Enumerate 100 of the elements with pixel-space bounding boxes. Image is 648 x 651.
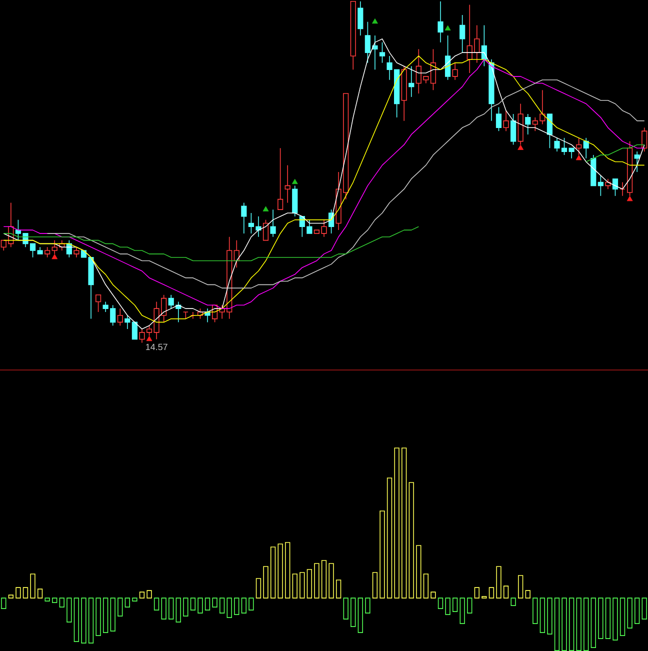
bar — [386, 478, 392, 598]
bar — [37, 588, 43, 598]
bar — [423, 574, 429, 598]
bar — [612, 598, 618, 640]
bar — [372, 572, 378, 598]
bar — [358, 598, 363, 633]
bar — [183, 598, 188, 616]
bar — [488, 587, 494, 598]
candlestick — [503, 110, 509, 132]
bar — [59, 598, 64, 608]
bar — [44, 598, 50, 602]
candlestick — [284, 164, 290, 204]
bar — [590, 598, 596, 648]
bar — [74, 598, 80, 642]
candlestick — [452, 62, 458, 80]
bar — [132, 598, 138, 602]
point — [372, 18, 378, 24]
bar — [365, 598, 370, 614]
bar — [154, 598, 160, 610]
bar — [226, 598, 232, 618]
candlestick — [117, 308, 123, 326]
bar — [248, 598, 254, 610]
candlestick — [358, 0, 364, 36]
point — [518, 144, 524, 150]
bar — [16, 587, 21, 598]
candlestick — [124, 314, 130, 330]
bar — [146, 590, 152, 598]
bar — [314, 563, 320, 598]
bar — [547, 598, 552, 634]
bar — [343, 598, 348, 620]
candlestick — [598, 175, 604, 196]
bar — [321, 560, 327, 598]
bar — [394, 448, 400, 598]
bar — [540, 598, 546, 633]
bar — [598, 598, 604, 639]
point — [262, 206, 269, 212]
bar — [270, 546, 276, 598]
bar — [139, 592, 145, 598]
bar — [605, 598, 611, 639]
bar — [263, 566, 268, 598]
bar — [256, 578, 262, 598]
bar — [66, 598, 72, 622]
bar — [620, 598, 626, 636]
candlestick — [74, 246, 80, 258]
candlestick — [270, 209, 276, 238]
bar — [336, 580, 342, 598]
bar — [234, 598, 240, 615]
bar — [518, 575, 524, 598]
bar — [168, 598, 174, 620]
point — [626, 196, 633, 202]
bar — [22, 587, 28, 598]
bar — [445, 598, 450, 615]
candlestick — [278, 148, 284, 210]
bar — [430, 592, 436, 598]
bar — [81, 598, 86, 644]
bar — [510, 598, 516, 606]
candlestick — [620, 182, 626, 196]
bar — [219, 598, 225, 614]
bar — [328, 563, 334, 598]
candlestick — [444, 35, 451, 80]
bar — [306, 569, 312, 598]
candlestick — [583, 137, 589, 159]
bar — [204, 598, 210, 610]
bar — [110, 598, 116, 632]
bar — [627, 598, 632, 628]
bar — [241, 598, 246, 614]
bar — [380, 510, 385, 598]
bar — [118, 598, 123, 616]
candlestick — [510, 114, 516, 146]
bar — [176, 598, 181, 622]
bar — [212, 598, 218, 608]
candlestick — [546, 114, 553, 149]
candlestick — [525, 114, 531, 135]
annotation: 14.57 — [146, 344, 168, 350]
bar — [30, 574, 36, 598]
bar — [300, 572, 305, 598]
bar — [350, 598, 356, 627]
candlestick — [241, 202, 247, 234]
candlestick — [44, 246, 50, 258]
bar — [161, 598, 166, 620]
candlestick — [568, 148, 574, 159]
bar — [285, 542, 290, 598]
candlestick — [379, 42, 386, 64]
point — [292, 178, 298, 184]
candlestick — [408, 66, 414, 98]
bar — [52, 598, 58, 603]
candlestick — [496, 106, 502, 132]
bar — [503, 586, 509, 598]
bar — [467, 598, 472, 614]
candlestick — [460, 14, 466, 53]
candlestick — [132, 322, 138, 340]
bar — [278, 544, 283, 598]
point — [444, 25, 451, 30]
candlestick — [262, 219, 269, 241]
bar — [8, 594, 14, 598]
bar — [532, 598, 538, 624]
bar — [102, 598, 108, 633]
candlestick — [634, 151, 640, 172]
candlestick — [438, 0, 444, 43]
bar — [525, 590, 530, 598]
